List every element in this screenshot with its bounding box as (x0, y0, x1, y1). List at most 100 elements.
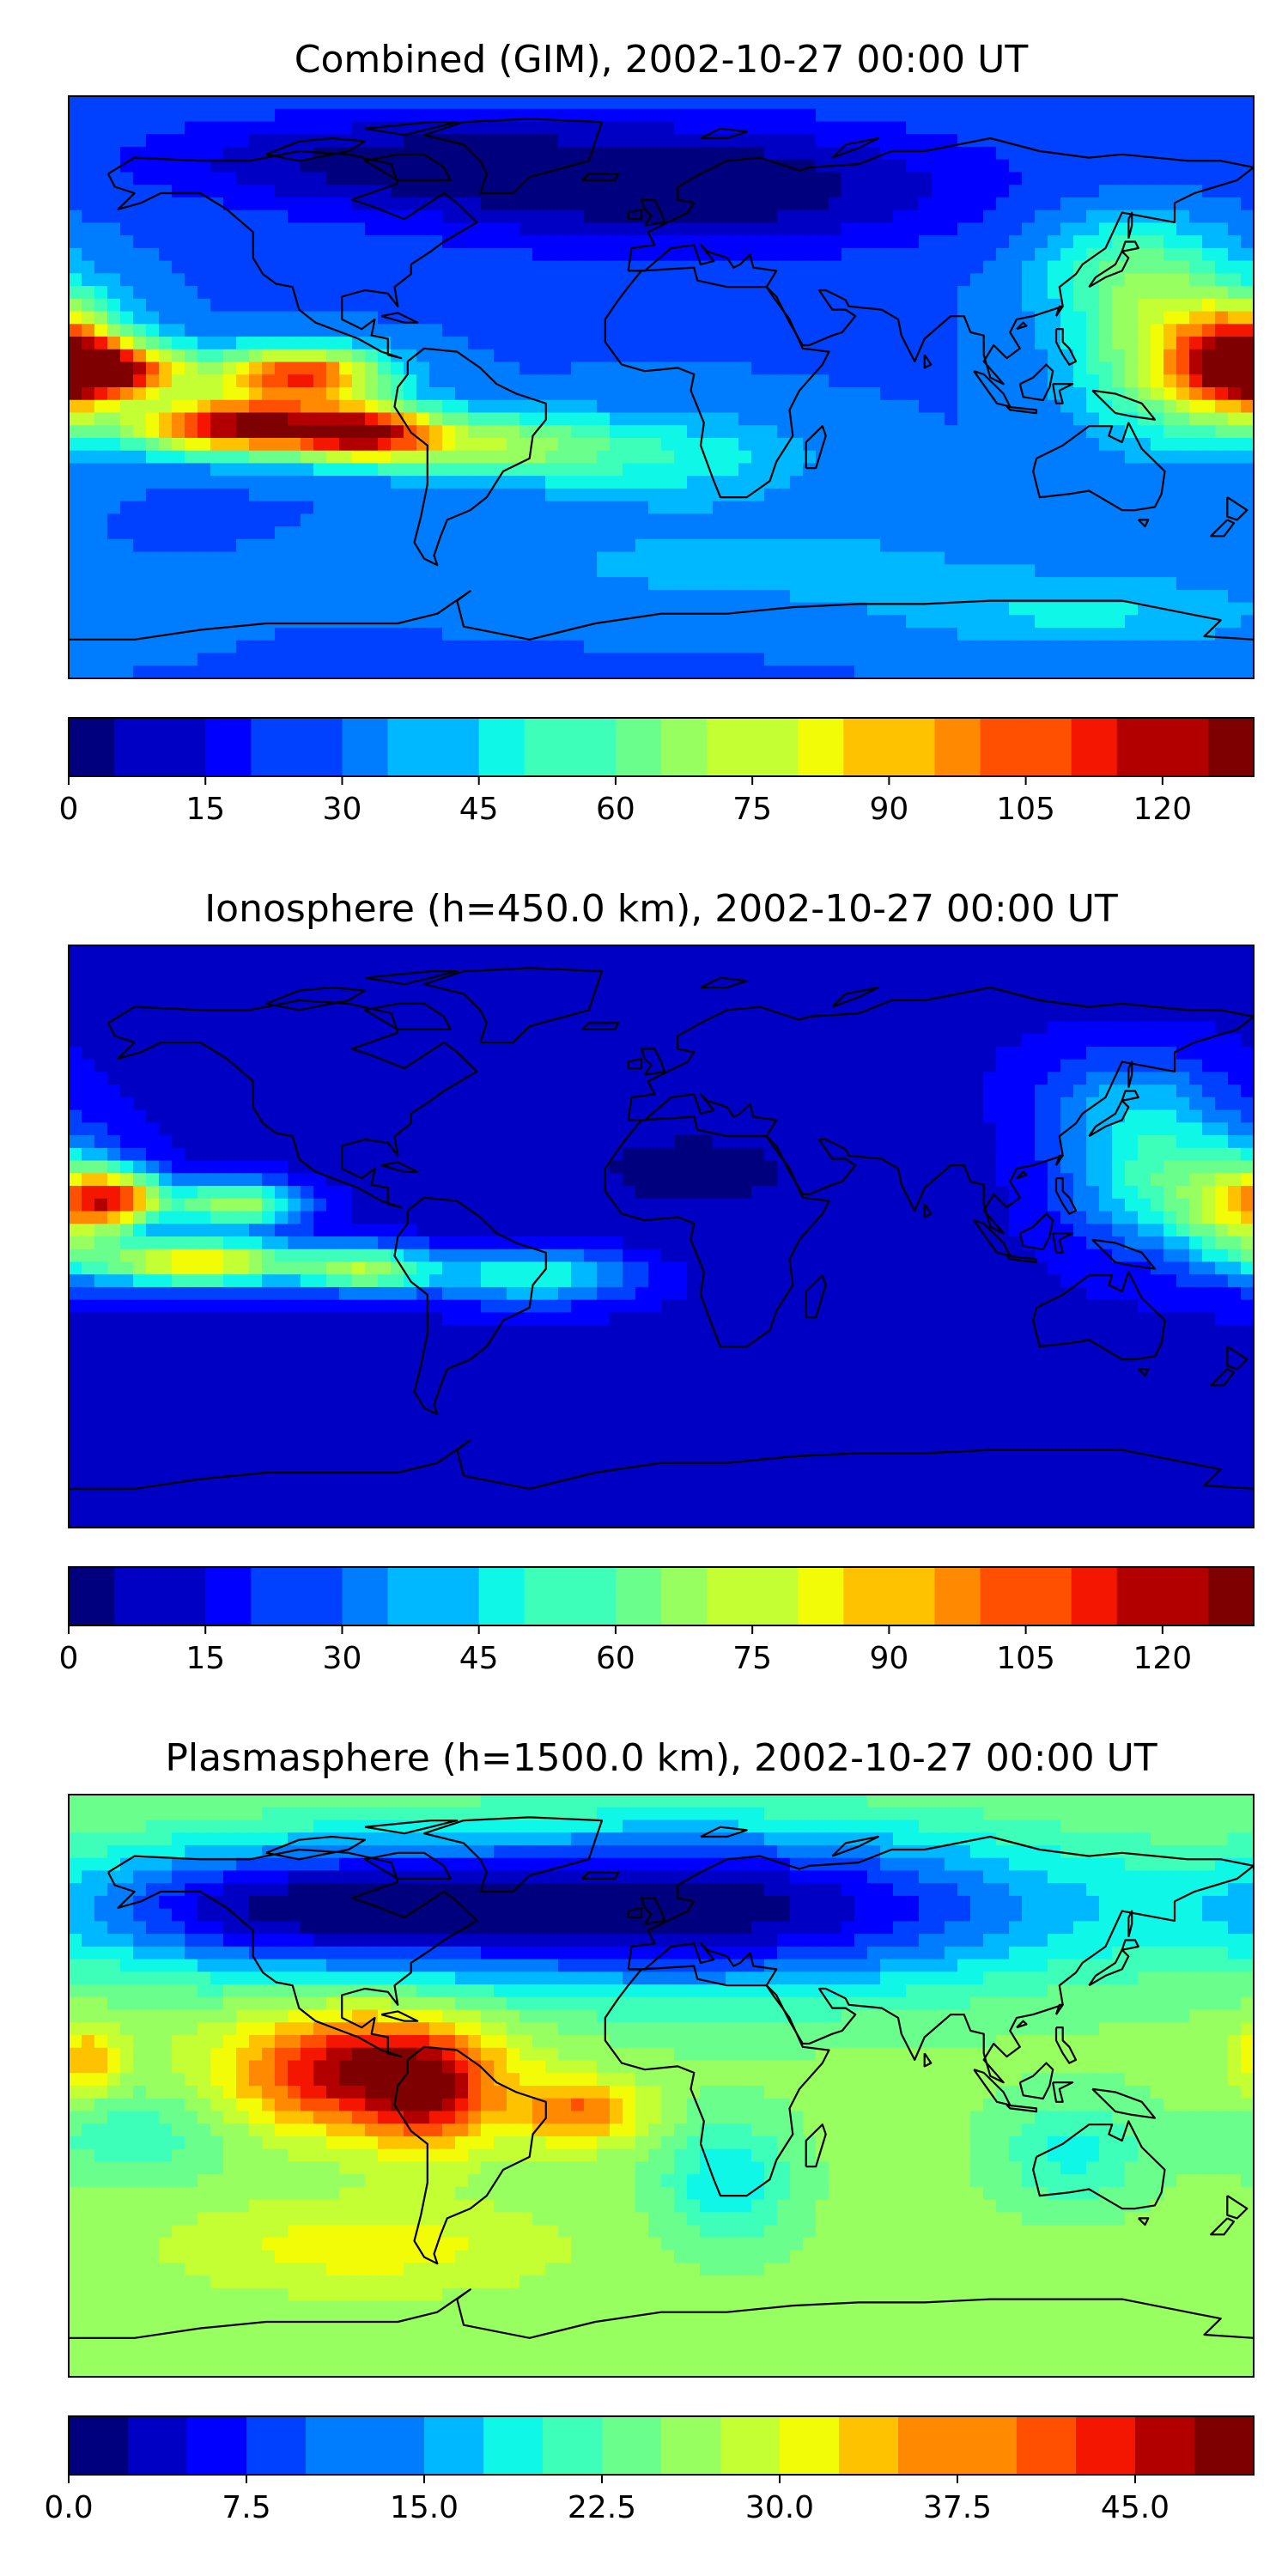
colorbar-segment (205, 718, 252, 776)
colorbar-segment (1025, 1567, 1072, 1625)
colorbar-segment (543, 2416, 603, 2475)
colorbar-segment (780, 2416, 840, 2475)
coastline (1005, 405, 1038, 415)
coastline (265, 986, 367, 1012)
coastline (1088, 1948, 1130, 1987)
colorbar-segment (306, 2416, 366, 2475)
colorbar-segment (387, 1567, 434, 1625)
colorbar-segment (707, 718, 753, 776)
coastline (1127, 1910, 1133, 1937)
colorbar-segment (1071, 1567, 1118, 1625)
panel-plasmasphere: Plasmasphere (h=1500.0 km), 2002-10-27 0… (44, 1736, 1255, 2525)
coastline (422, 118, 604, 195)
colorbar-segment (1162, 1567, 1209, 1625)
colorbar-segment (296, 718, 343, 776)
colorbar-segment (1135, 2416, 1195, 2475)
colorbar-segment (1071, 718, 1118, 776)
coastline (422, 967, 604, 1044)
coastline (627, 1057, 643, 1070)
coastline (107, 999, 478, 1209)
colorbar-tick-label: 120 (1133, 1641, 1192, 1676)
colorbar-tick-label: 0 (59, 1641, 79, 1676)
colorbar-tick-label: 45 (459, 792, 499, 827)
colorbar-segment (843, 1567, 890, 1625)
colorbar-segment (478, 1567, 526, 1625)
colorbar-tick-label: 7.5 (222, 2490, 270, 2525)
panel-ionosphere: Ionosphere (h=450.0 km), 2002-10-27 00:0… (59, 887, 1255, 1676)
coastline (1088, 1099, 1130, 1138)
coastline (1210, 519, 1236, 538)
coastlines (69, 967, 1254, 1490)
coastline (265, 137, 367, 162)
coastline (627, 1906, 643, 1919)
coastline (1091, 1238, 1157, 1270)
coastline (805, 2123, 827, 2168)
coastline (1091, 2087, 1157, 2119)
coastline (1138, 1368, 1150, 1377)
colorbar-segment (980, 718, 1027, 776)
coastline (923, 1203, 933, 1218)
colorbar-segment (1076, 2416, 1136, 2475)
coastline (1032, 2120, 1166, 2210)
colorbar-segment (187, 2416, 247, 2475)
colorbar-tick-label: 90 (869, 1641, 908, 1676)
coastline (364, 970, 459, 986)
colorbar-segment (128, 2416, 188, 2475)
coastline (1121, 1090, 1139, 1102)
colorbar-segment (296, 1567, 343, 1625)
colorbar (68, 1566, 1255, 1626)
colorbar-segment (342, 718, 389, 776)
colorbar-segment (160, 718, 206, 776)
colorbar-segment (1207, 718, 1255, 776)
coastline (640, 1048, 665, 1076)
coastline (640, 198, 665, 227)
colorbar-segment (424, 2416, 484, 2475)
panel-title: Combined (GIM), 2002-10-27 00:00 UT (295, 38, 1029, 82)
colorbar-tick-label: 60 (596, 1641, 635, 1676)
colorbar-segment (752, 718, 799, 776)
colorbar-tick-label: 45 (459, 1641, 499, 1676)
colorbar-segment (934, 718, 981, 776)
coastline (640, 1897, 665, 1925)
coastline (1052, 1232, 1074, 1254)
colorbar-segment (1025, 718, 1072, 776)
colorbar-ticks: 0.0 7.5 15.0 22.5 30.0 37.5 45.0 (44, 2475, 1170, 2525)
colorbar-segment (433, 718, 480, 776)
colorbar-segment (114, 1567, 161, 1625)
coastline (1018, 1212, 1054, 1251)
colorbar-segment (114, 718, 161, 776)
colorbar-tick-label: 22.5 (568, 2490, 636, 2525)
colorbar-segment (478, 718, 526, 776)
coastline (973, 2069, 1012, 2106)
coastline (604, 1965, 830, 2197)
coastline (1016, 2020, 1028, 2029)
colorbar-tick-label: 90 (869, 792, 908, 827)
coastline (1054, 305, 1064, 317)
colorbar-segment (843, 718, 890, 776)
coastline (1127, 1060, 1133, 1088)
colorbar-frame (68, 717, 1255, 777)
coastline (1052, 383, 1074, 404)
colorbar-segment (69, 1567, 115, 1625)
coastline (604, 266, 830, 499)
coastline (380, 2010, 419, 2022)
colorbar-segment (246, 2416, 307, 2475)
colorbar-segment (69, 2416, 129, 2475)
colorbar-segment (524, 718, 571, 776)
coastline (1127, 211, 1133, 239)
colorbar-segment (251, 1567, 297, 1625)
colorbar-ticks: 0 15 30 45 60 75 90 105 120 (59, 776, 1192, 827)
coastline (627, 208, 643, 221)
colorbar-tick-label: 15.0 (390, 2490, 459, 2525)
colorbar-segment (524, 1567, 571, 1625)
coastline (973, 370, 1012, 408)
coastline (265, 1835, 367, 1861)
coastline (1054, 2003, 1064, 2015)
coastline (700, 127, 748, 140)
coastline (363, 1002, 452, 1030)
coastline (1054, 328, 1078, 366)
coastline (364, 1820, 459, 1835)
coastline (69, 1439, 1254, 1490)
coastline (380, 312, 419, 324)
